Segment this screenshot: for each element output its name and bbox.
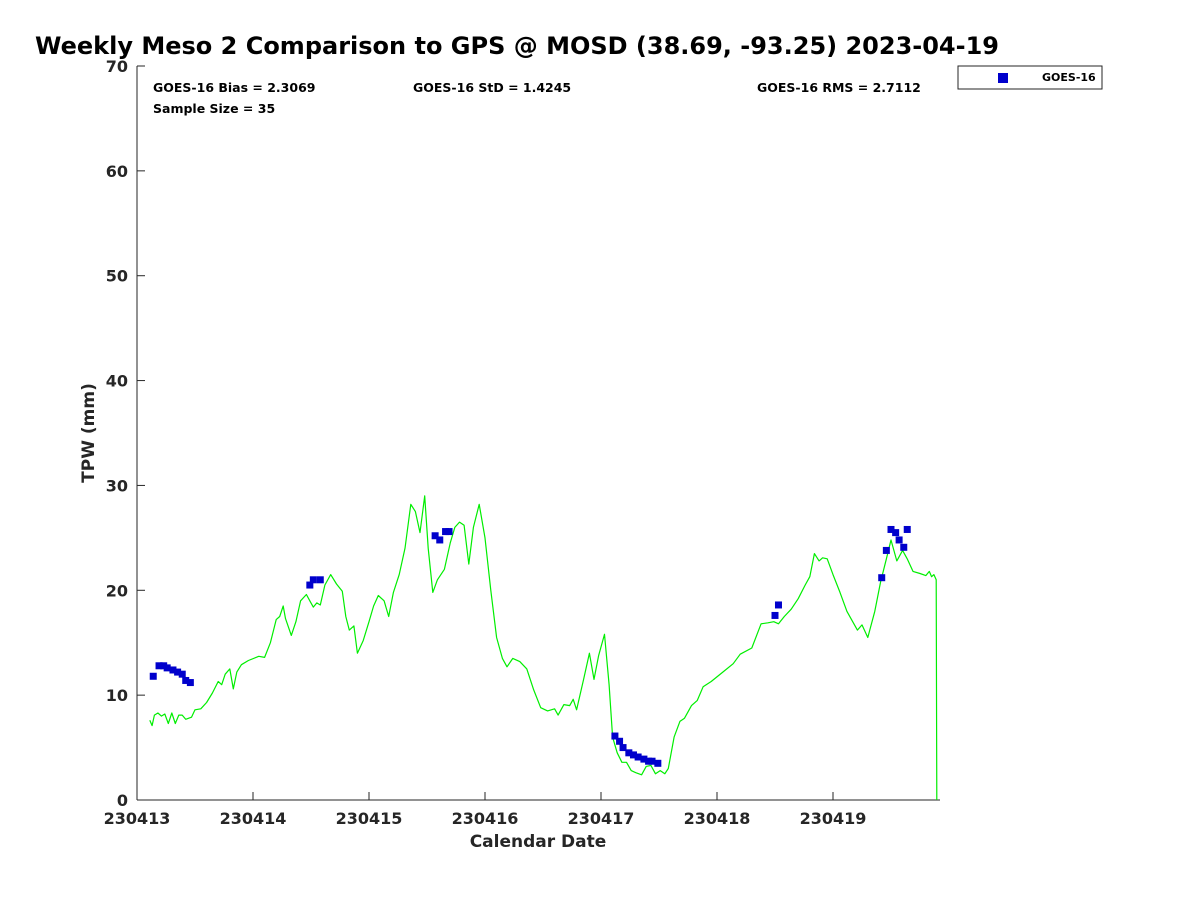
stat-annotation: Sample Size = 35	[153, 101, 275, 116]
x-tick-label: 230415	[336, 809, 403, 828]
goes-data-point	[629, 751, 637, 759]
goes-data-point	[169, 666, 177, 674]
legend: GOES-16	[957, 65, 1103, 90]
x-tick-label: 230418	[684, 809, 751, 828]
goes-data-point	[654, 759, 662, 767]
goes-data-point	[186, 679, 194, 687]
goes-data-point	[640, 755, 648, 763]
goes-data-point	[436, 536, 444, 544]
x-tick-label: 230416	[452, 809, 519, 828]
legend-box	[957, 65, 1103, 90]
goes-data-point	[178, 670, 186, 678]
goes-data-point	[648, 757, 656, 765]
goes-data-point	[155, 662, 163, 670]
goes-data-point	[163, 664, 171, 672]
goes-data-point	[619, 744, 627, 752]
goes-data-point	[903, 525, 911, 533]
chart-title: Weekly Meso 2 Comparison to GPS @ MOSD (…	[35, 32, 999, 60]
gps-line-series	[149, 495, 938, 801]
goes-data-point	[882, 546, 890, 554]
y-tick-label: 40	[106, 372, 128, 391]
stat-annotation: GOES-16 Bias = 2.3069	[153, 80, 315, 95]
legend-marker	[998, 73, 1008, 83]
goes-data-point	[771, 611, 779, 619]
goes-data-point	[616, 737, 624, 745]
goes-data-point	[895, 536, 903, 544]
goes-data-point	[611, 732, 619, 740]
x-tick-label: 230417	[568, 809, 635, 828]
x-tick-label: 230419	[800, 809, 867, 828]
goes-data-point	[887, 525, 895, 533]
y-tick-label: 30	[106, 476, 128, 495]
goes-data-point	[634, 753, 642, 761]
goes-data-point	[306, 581, 314, 589]
goes-data-point	[892, 529, 900, 537]
y-tick-label: 0	[117, 791, 128, 810]
x-axis-label: Calendar Date	[470, 832, 607, 852]
goes-data-point	[149, 672, 157, 680]
legend-label: GOES-16	[1042, 71, 1096, 84]
goes-data-point	[445, 528, 453, 536]
goes-scatter-series	[149, 525, 911, 767]
goes-data-point	[774, 601, 782, 609]
goes-data-point	[878, 574, 886, 582]
goes-data-point	[309, 576, 317, 584]
y-tick-label: 70	[106, 57, 128, 76]
stat-annotation: GOES-16 RMS = 2.7112	[757, 80, 921, 95]
goes-data-point	[625, 749, 633, 757]
y-tick-label: 60	[106, 162, 128, 181]
goes-data-point	[316, 576, 324, 584]
statistics-annotations: GOES-16 Bias = 2.3069 Sample Size = 35 GOE…	[153, 80, 921, 116]
goes-data-point	[900, 543, 908, 551]
goes-data-point	[182, 676, 190, 684]
axes: 0 10 20 30 40 50 60 70 230413 230414 230415 230416 2…	[104, 57, 940, 828]
x-tick-label: 230413	[104, 809, 171, 828]
stat-annotation: GOES-16 StD = 1.4245	[413, 80, 571, 95]
gps-line	[149, 495, 938, 801]
y-tick-label: 20	[106, 581, 128, 600]
y-tick-label: 50	[106, 267, 128, 286]
x-tick-label: 230414	[220, 809, 287, 828]
goes-data-point	[431, 532, 439, 540]
y-tick-label: 10	[106, 686, 128, 705]
goes-data-point	[174, 668, 182, 676]
y-axis-label: TPW (mm)	[79, 383, 99, 483]
